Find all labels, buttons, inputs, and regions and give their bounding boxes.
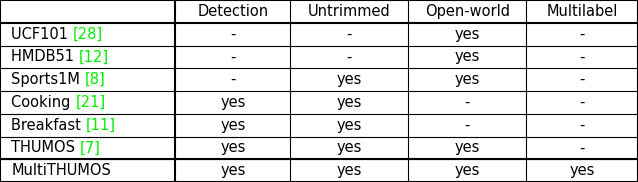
Text: -: - — [346, 49, 352, 64]
Text: Open-world: Open-world — [425, 4, 510, 19]
Text: [8]: [8] — [85, 72, 106, 87]
Text: yes: yes — [220, 118, 246, 133]
Text: -: - — [464, 95, 470, 110]
Text: yes: yes — [337, 163, 362, 178]
Text: [21]: [21] — [75, 95, 106, 110]
Text: -: - — [579, 72, 585, 87]
Text: UCF101: UCF101 — [11, 27, 73, 42]
Text: yes: yes — [455, 163, 480, 178]
Text: -: - — [579, 118, 585, 133]
Text: Breakfast: Breakfast — [11, 118, 86, 133]
Text: Detection: Detection — [197, 4, 269, 19]
Text: yes: yes — [337, 95, 362, 110]
Text: yes: yes — [455, 49, 480, 64]
Text: yes: yes — [220, 95, 246, 110]
Text: [12]: [12] — [79, 49, 109, 64]
Text: yes: yes — [570, 163, 595, 178]
Text: yes: yes — [455, 27, 480, 42]
Text: -: - — [346, 27, 352, 42]
Text: -: - — [579, 95, 585, 110]
Text: HMDB51: HMDB51 — [11, 49, 79, 64]
Text: [11]: [11] — [86, 118, 116, 133]
Text: -: - — [230, 72, 235, 87]
Text: yes: yes — [220, 140, 246, 155]
Text: -: - — [579, 27, 585, 42]
Text: Untrimmed: Untrimmed — [308, 4, 390, 19]
Text: -: - — [230, 49, 235, 64]
Text: Sports1M: Sports1M — [11, 72, 85, 87]
Text: THUMOS: THUMOS — [11, 140, 80, 155]
Text: -: - — [579, 140, 585, 155]
Text: MultiTHUMOS: MultiTHUMOS — [11, 163, 112, 178]
Text: Multilabel: Multilabel — [547, 4, 618, 19]
Text: [28]: [28] — [73, 27, 103, 42]
Text: yes: yes — [220, 163, 246, 178]
Text: yes: yes — [337, 118, 362, 133]
Text: -: - — [579, 49, 585, 64]
Text: Cooking: Cooking — [11, 95, 75, 110]
Text: -: - — [230, 27, 235, 42]
Text: [7]: [7] — [80, 140, 101, 155]
Text: yes: yes — [455, 140, 480, 155]
Text: -: - — [464, 118, 470, 133]
Text: yes: yes — [337, 140, 362, 155]
Text: yes: yes — [337, 72, 362, 87]
Text: yes: yes — [455, 72, 480, 87]
